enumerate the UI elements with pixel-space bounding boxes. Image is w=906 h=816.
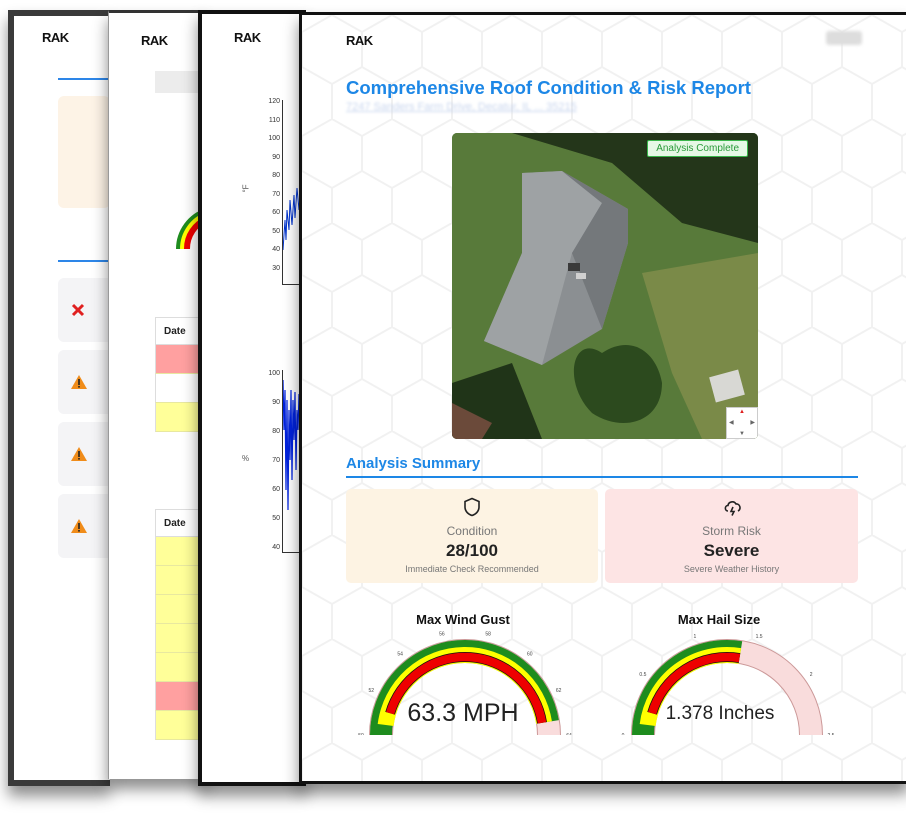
property-address-link[interactable]: 7247 Sanders Farm Drive, Decatur, IL ...… [346,101,577,113]
axis-tick-label: 100 [268,370,280,377]
gauge-tick-label: 52 [369,688,375,694]
section-divider [58,260,110,262]
axis-tick-label: 50 [272,227,280,235]
brand-logo: RAK [234,30,261,45]
hail-gauge-title: Max Hail Size [677,612,761,627]
axis-tick-label: 110 [268,116,280,124]
issue-card-warning [58,494,110,558]
gauge-tick-label: 1.5 [756,634,763,640]
axis-tick-label: 90 [272,399,280,406]
gauge-tick-label: 2 [810,672,813,678]
summary-card [58,96,110,208]
gauge-tick-label: 54 [397,652,403,658]
storm-risk-label: Storm Risk [702,524,761,538]
wind-gauge-title: Max Wind Gust [416,612,510,627]
warning-icon [71,447,87,461]
report-page-2: RAK Date Date [108,10,207,779]
hail-gauge-value: 1.378 Inches [665,703,775,724]
satellite-image: Analysis Complete ▲ ◀ ▶ ▼ [452,133,758,439]
report-page-1: RAK [8,10,110,786]
gauge-tick-label: 60 [527,652,533,658]
issue-card-warning [58,350,110,414]
hail-size-gauge: 0 0.5 1 1.5 2 2.5 [622,634,834,735]
issue-card-critical [58,278,110,342]
warning-icon [71,375,87,389]
map-compass-control[interactable]: ▲ ◀ ▶ ▼ [726,407,758,439]
gauge-tick-label: 56 [439,632,445,638]
section-title: Analysis Summary [346,455,481,472]
axis-tick-label: 60 [272,486,280,493]
axis-tick-label: 40 [272,544,280,551]
warning-icon [71,519,87,533]
report-page-main: RAK Comprehensive Roof Condition & Risk … [299,12,906,784]
header-bar [155,71,207,93]
condition-card: Condition 28/100 Immediate Check Recomme… [346,489,598,583]
analysis-status-badge: Analysis Complete [647,140,748,157]
brand-logo: RAK [42,30,69,45]
roof-aerial-illustration [452,133,758,439]
wind-gust-gauge: 50 52 54 56 58 60 62 64 [358,632,572,735]
humidity-axis-label: % [242,454,250,463]
shield-icon [464,497,480,517]
west-arrow-icon[interactable]: ◀ [729,420,734,426]
section-divider [58,78,110,80]
axis-tick-label: 100 [268,135,280,142]
storm-risk-level: Severe [703,541,760,560]
brand-logo: RAK [346,33,373,48]
east-arrow-icon[interactable]: ▶ [750,420,755,426]
gauge-tick-label: 2.5 [828,733,834,735]
issue-card-warning [58,422,110,486]
wind-gauge-value: 63.3 MPH [407,699,519,727]
gauge-tick-label: 58 [485,632,491,638]
axis-tick-label: 80 [272,172,280,179]
north-arrow-icon: ▲ [739,409,745,415]
condition-label: Condition [446,524,498,538]
storm-cloud-icon [724,501,741,516]
gauge-tick-label: 1 [694,634,697,640]
close-icon [71,303,85,317]
humidity-chart [282,370,306,553]
storm-risk-note: Severe Weather History [683,564,780,574]
gauge-value-bar [386,652,547,724]
axis-tick-label: 30 [272,264,280,272]
menu-button[interactable] [826,31,862,45]
brand-logo: RAK [141,33,168,48]
condition-note: Immediate Check Recommended [405,564,539,574]
axis-tick-label: 80 [272,428,280,435]
south-arrow-icon[interactable]: ▼ [739,431,745,437]
condition-score: 28/100 [446,541,498,560]
humidity-line [283,379,300,511]
gauge-value-bar [648,652,741,715]
storm-risk-card: Storm Risk Severe Severe Weather History [605,489,858,583]
axis-tick-label: 120 [268,98,280,105]
axis-tick-label: 70 [272,457,280,464]
gauge-tick-label: 0.5 [639,672,646,678]
axis-tick-label: 70 [272,190,280,198]
gauge-tick-label: 0 [622,733,625,735]
axis-tick-label: 60 [272,209,280,216]
axis-tick-label: 40 [272,246,280,253]
section-divider [346,476,858,478]
report-title: Comprehensive Roof Condition & Risk Repo… [346,77,751,98]
axis-tick-label: 90 [272,153,280,161]
axis-tick-label: 50 [272,515,280,522]
gauge-tick-label: 50 [358,733,364,735]
report-page-3: RAK °F 120 110 100 90 80 70 60 50 40 30 % 100 90 80… [198,10,306,786]
gauge-tick-label: 62 [556,688,562,694]
gauge-tick-label: 64 [566,733,572,735]
